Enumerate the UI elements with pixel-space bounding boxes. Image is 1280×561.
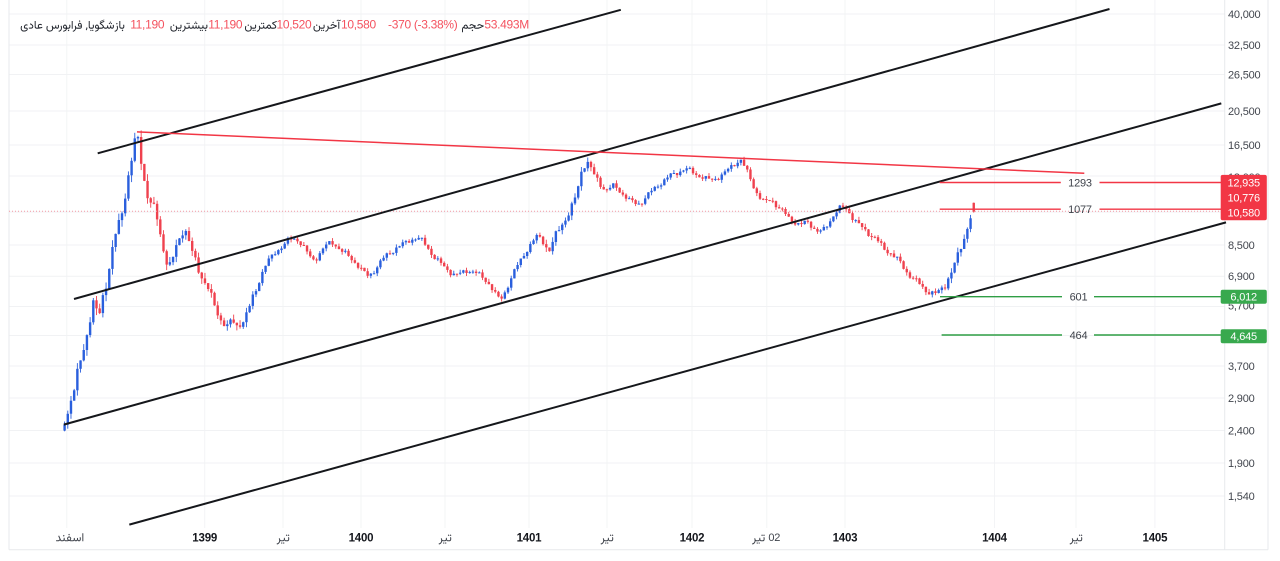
svg-text:2,900: 2,900 bbox=[1228, 393, 1255, 405]
svg-text:32,500: 32,500 bbox=[1228, 40, 1261, 52]
svg-text:10,776: 10,776 bbox=[1227, 192, 1260, 204]
svg-text:10,520: 10,520 bbox=[277, 18, 313, 32]
svg-text:02: 02 bbox=[768, 532, 780, 544]
svg-text:20,500: 20,500 bbox=[1228, 106, 1261, 118]
svg-text:6,012: 6,012 bbox=[1230, 292, 1257, 304]
svg-text:11,190: 11,190 bbox=[130, 18, 165, 32]
svg-text:1293: 1293 bbox=[1068, 177, 1092, 189]
svg-text:1400: 1400 bbox=[349, 532, 374, 544]
svg-text:2,400: 2,400 bbox=[1228, 425, 1255, 437]
svg-text:1,900: 1,900 bbox=[1228, 458, 1255, 470]
svg-text:-370 (-3.38%): -370 (-3.38%) bbox=[388, 18, 458, 32]
svg-text:10,580: 10,580 bbox=[1227, 208, 1260, 220]
svg-text:1402: 1402 bbox=[680, 532, 705, 544]
svg-text:4,645: 4,645 bbox=[1230, 331, 1257, 343]
svg-text:16,500: 16,500 bbox=[1228, 140, 1261, 152]
svg-text:11,190: 11,190 bbox=[208, 18, 243, 32]
svg-text:3,700: 3,700 bbox=[1228, 361, 1255, 373]
svg-text:26,500: 26,500 bbox=[1228, 69, 1261, 81]
svg-text:1,540: 1,540 bbox=[1228, 491, 1255, 503]
svg-text:1399: 1399 bbox=[192, 532, 217, 544]
svg-text:1405: 1405 bbox=[1143, 532, 1169, 544]
svg-text:12,935: 12,935 bbox=[1227, 177, 1260, 189]
svg-text:1077: 1077 bbox=[1068, 204, 1092, 216]
svg-text:1401: 1401 bbox=[517, 532, 543, 544]
svg-text:8,500: 8,500 bbox=[1228, 240, 1255, 252]
svg-text:1403: 1403 bbox=[833, 532, 858, 544]
svg-text:6,900: 6,900 bbox=[1228, 271, 1255, 283]
svg-text:464: 464 bbox=[1070, 330, 1088, 342]
svg-text:53.493M: 53.493M bbox=[484, 18, 529, 32]
svg-text:1404: 1404 bbox=[982, 532, 1008, 544]
svg-text:10,580: 10,580 bbox=[341, 18, 377, 32]
svg-text:601: 601 bbox=[1070, 292, 1088, 304]
svg-text:40,000: 40,000 bbox=[1228, 9, 1261, 21]
